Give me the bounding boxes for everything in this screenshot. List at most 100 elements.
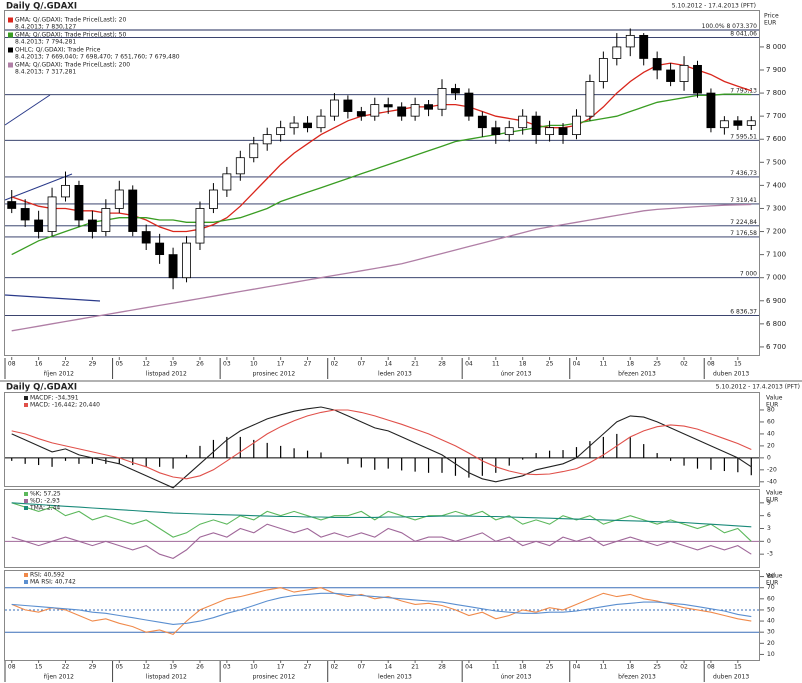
x-tick-label: 08 — [707, 664, 715, 671]
y-tick-label: 60 — [767, 418, 775, 425]
legend-label: RSI; 40,592 — [30, 572, 65, 579]
x-tick-label: 21 — [411, 361, 419, 368]
candle-body — [182, 242, 191, 279]
month-label: březen 2013 — [618, 371, 656, 378]
month-label: únor 2013 — [501, 674, 532, 681]
x-tick-label: 02 — [331, 664, 339, 671]
x-tick-label: 15 — [35, 664, 43, 671]
level-label: 7 176,58 — [730, 230, 757, 237]
legend-label: TMA; 2,44 — [29, 505, 60, 512]
chart-title: Daily Q/.GDAXI — [6, 2, 77, 12]
legend-swatch — [8, 62, 13, 68]
x-tick-label: 04 — [573, 361, 581, 368]
date-range: 5.10.2012 - 17.4.2013 (PFT) — [672, 3, 756, 10]
legend-swatch — [24, 573, 28, 577]
candle-body — [451, 88, 460, 94]
indicator-line — [11, 409, 752, 480]
x-tick-label: 27 — [304, 664, 312, 671]
price-frame — [4, 10, 760, 356]
indicator-line — [11, 502, 752, 542]
candle-body — [276, 127, 286, 136]
y-tick-label: 7 600 — [766, 135, 786, 143]
y-tick-label: 10 — [767, 651, 775, 658]
x-tick-label: 14 — [384, 664, 392, 671]
axis-label: Value — [766, 395, 783, 402]
candle-body — [249, 143, 259, 159]
level-label: 7 436,73 — [730, 170, 757, 177]
x-tick-label: 12 — [142, 664, 150, 671]
x-tick-label: 15 — [734, 664, 742, 671]
level-label: 7 793,13 — [730, 88, 757, 95]
candle-body — [558, 127, 568, 136]
axis-unit: EUR — [764, 20, 776, 27]
x-tick-label: 05 — [115, 361, 123, 368]
x-tick-label: 02 — [680, 361, 688, 368]
candle-body — [235, 157, 245, 175]
y-tick-label: 6 900 — [766, 297, 786, 305]
legend-label: %D; -2,93 — [30, 498, 60, 505]
trend-line — [4, 173, 73, 201]
candle-body — [101, 208, 111, 232]
x-tick-label: 22 — [62, 361, 70, 368]
candle-body — [733, 120, 743, 126]
axis-label: Value — [766, 573, 783, 580]
candle-body — [222, 173, 232, 191]
axis-unit: EUR — [766, 497, 778, 504]
legend-swatch — [8, 17, 13, 23]
candle-body — [195, 208, 205, 244]
indicator-line — [11, 502, 752, 528]
candle-body — [719, 120, 729, 129]
candle-body — [437, 88, 447, 110]
candle-body — [74, 184, 84, 221]
legend-swatch — [24, 396, 28, 400]
candle-body — [410, 104, 420, 117]
x-tick-label: 04 — [573, 664, 581, 671]
x-tick-label: 28 — [438, 361, 446, 368]
candle-body — [518, 115, 528, 129]
y-tick-label: 7 100 — [766, 251, 786, 259]
x-tick-label: 03 — [223, 361, 231, 368]
legend-swatch — [8, 47, 13, 53]
x-tick-label: 14 — [384, 361, 392, 368]
trend-line — [4, 294, 101, 302]
candle-body — [693, 64, 702, 94]
candle-body — [316, 115, 326, 129]
trend-line — [4, 94, 51, 126]
x-tick-label: 19 — [169, 664, 177, 671]
y-tick-label: 80 — [767, 406, 775, 413]
x-tick-label: 08 — [8, 361, 16, 368]
candle-body — [114, 189, 124, 209]
legend-label: GMA; Q/.GDAXI; Trade Price(Last); 20 — [15, 17, 126, 24]
y-tick-label: 80 — [767, 573, 775, 580]
x-tick-label: 02 — [680, 664, 688, 671]
indicator-line — [11, 592, 752, 625]
month-label: říjen 2012 — [44, 674, 75, 681]
candle-body — [141, 231, 151, 244]
y-tick-label: 6 — [767, 512, 771, 519]
x-tick-label: 16 — [35, 361, 43, 368]
legend-label: MA RSI; 40,742 — [30, 579, 76, 586]
y-tick-label: -3 — [767, 551, 773, 558]
candle-body — [370, 104, 380, 117]
x-tick-label: 11 — [492, 664, 500, 671]
legend-label: %K; 57,25 — [30, 491, 61, 498]
x-tick-label: 21 — [411, 664, 419, 671]
candle-body — [706, 92, 716, 129]
legend-swatch — [24, 403, 28, 407]
x-tick-label: 25 — [653, 664, 661, 671]
candle-body — [424, 104, 433, 110]
y-tick-label: 3 — [767, 525, 771, 532]
candle-body — [47, 196, 57, 232]
month-label: listopad 2012 — [146, 674, 187, 681]
panel-title: Daily Q/.GDAXI — [6, 383, 77, 393]
candle-body — [666, 69, 676, 82]
candle-body — [477, 115, 487, 129]
y-tick-label: 7 500 — [766, 158, 786, 166]
candle-body — [155, 242, 165, 256]
y-tick-label: 6 800 — [766, 320, 786, 328]
candle-body — [87, 219, 97, 232]
month-label: říjen 2012 — [44, 371, 75, 378]
indicator-line — [11, 523, 752, 560]
legend-value: 8.4.2013; 7 669,040; 7 698,470; 7 651,76… — [15, 54, 180, 61]
rsi-frame — [4, 570, 760, 661]
